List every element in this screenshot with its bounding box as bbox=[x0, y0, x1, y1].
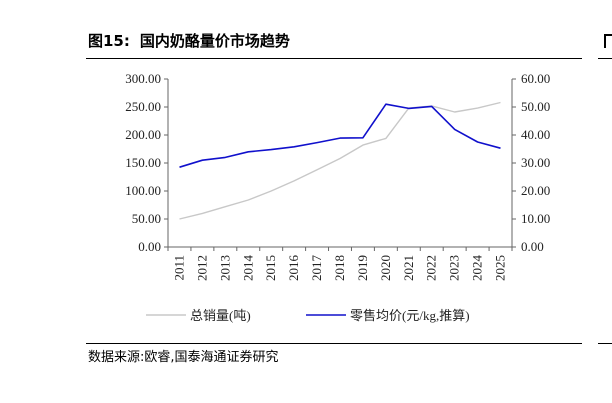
x-tick-label: 2012 bbox=[194, 255, 209, 281]
series-line-2 bbox=[179, 103, 501, 168]
x-tick-label: 2018 bbox=[332, 255, 347, 281]
y-left-tick-label: 250.00 bbox=[125, 99, 161, 114]
y-left-tick-label: 50.00 bbox=[132, 211, 161, 226]
adjacent-figure-rule-bottom bbox=[598, 343, 612, 344]
source-rule bbox=[86, 343, 582, 344]
x-tick-label: 2013 bbox=[217, 255, 232, 281]
adjacent-figure-rule-top bbox=[598, 58, 612, 59]
y-right-tick-label: 60.00 bbox=[521, 71, 550, 86]
y-right-tick-label: 30.00 bbox=[521, 155, 550, 170]
title-rule bbox=[86, 58, 582, 59]
source-note: 数据来源:欧睿,国泰海通证券研究 bbox=[88, 350, 279, 365]
x-tick-label: 2014 bbox=[240, 255, 255, 282]
x-tick-label: 2025 bbox=[493, 255, 508, 281]
y-right-tick-label: 20.00 bbox=[521, 183, 550, 198]
figure-title: 图15: 国内奶酪量价市场趋势 bbox=[88, 30, 290, 51]
y-left-tick-label: 0.00 bbox=[138, 239, 161, 254]
x-tick-label: 2020 bbox=[378, 255, 393, 281]
x-tick-label: 2024 bbox=[470, 255, 485, 282]
y-right-tick-label: 0.00 bbox=[521, 239, 544, 254]
y-right-tick-label: 10.00 bbox=[521, 211, 550, 226]
adjacent-figure-edge bbox=[604, 34, 612, 48]
y-left-tick-label: 300.00 bbox=[125, 71, 161, 86]
x-tick-label: 2019 bbox=[355, 255, 370, 281]
x-tick-label: 2022 bbox=[424, 255, 439, 281]
y-right-tick-label: 50.00 bbox=[521, 99, 550, 114]
x-tick-label: 2015 bbox=[263, 255, 278, 281]
x-tick-label: 2021 bbox=[401, 255, 416, 281]
legend-label-2: 零售均价(元/kg,推算) bbox=[350, 308, 470, 323]
x-tick-label: 2011 bbox=[171, 255, 186, 281]
figure-number: 图15: bbox=[88, 32, 130, 50]
series-line-1 bbox=[179, 101, 501, 220]
y-left-tick-label: 150.00 bbox=[125, 155, 161, 170]
x-tick-label: 2023 bbox=[447, 255, 462, 281]
figure-title-text: 国内奶酪量价市场趋势 bbox=[139, 32, 290, 50]
y-right-tick-label: 40.00 bbox=[521, 127, 550, 142]
y-left-tick-label: 100.00 bbox=[125, 183, 161, 198]
x-tick-label: 2016 bbox=[286, 255, 301, 282]
x-tick-label: 2017 bbox=[309, 255, 324, 282]
legend-label-1: 总销量(吨) bbox=[190, 308, 251, 323]
y-left-tick-label: 200.00 bbox=[125, 127, 161, 142]
